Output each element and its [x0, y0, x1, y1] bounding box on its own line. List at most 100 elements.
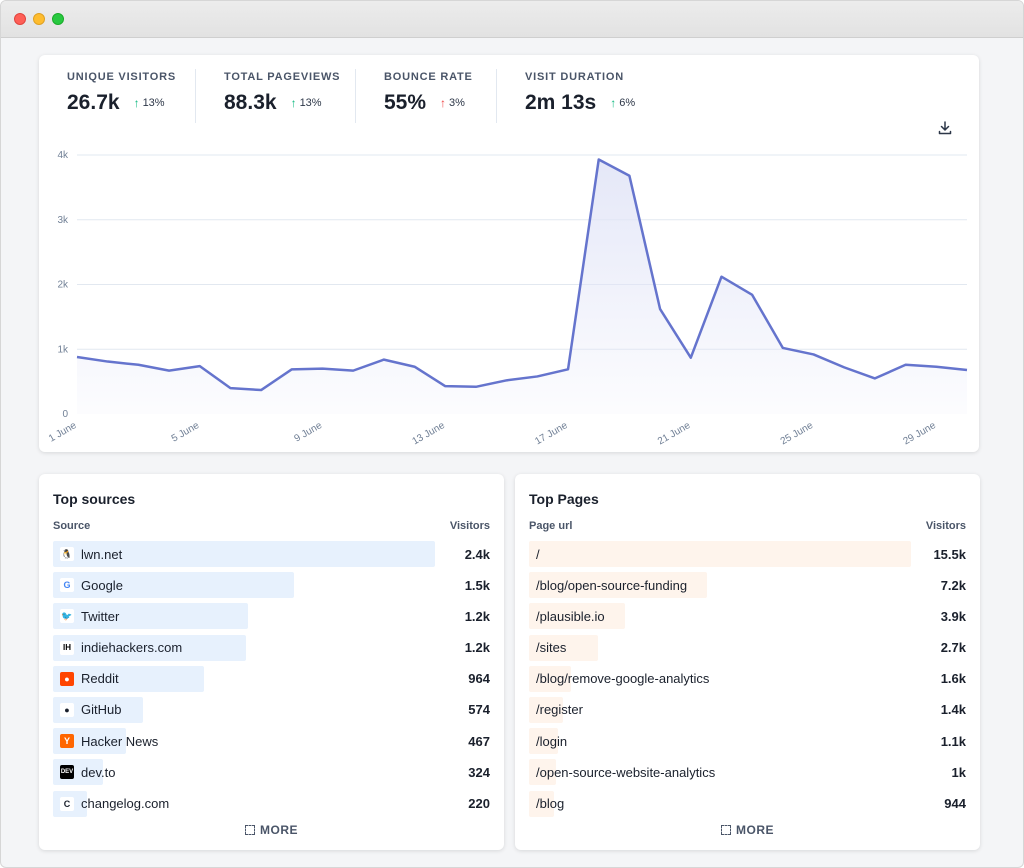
- data-point[interactable]: [626, 173, 632, 179]
- data-point[interactable]: [135, 362, 141, 368]
- list-item[interactable]: /open-source-website-analytics 1k: [529, 759, 966, 786]
- y-tick-label: 1k: [57, 344, 69, 355]
- data-point[interactable]: [350, 368, 356, 374]
- row-label-text: dev.to: [81, 764, 116, 780]
- row-bar: [53, 634, 246, 661]
- list-item[interactable]: /register 1.4k: [529, 696, 966, 723]
- data-point[interactable]: [933, 364, 939, 370]
- stat-change-value: 13%: [142, 97, 165, 109]
- data-point[interactable]: [289, 366, 295, 372]
- data-point[interactable]: [227, 385, 233, 391]
- list-item[interactable]: DEV dev.to 324: [53, 759, 490, 786]
- list-item[interactable]: Y Hacker News 467: [53, 728, 490, 755]
- data-point[interactable]: [780, 345, 786, 351]
- row-bar: [529, 696, 563, 723]
- data-point[interactable]: [442, 383, 448, 389]
- row-value: 1.2k: [464, 608, 490, 624]
- row-bar: [53, 665, 204, 692]
- data-point[interactable]: [688, 355, 694, 361]
- list-item[interactable]: IH indiehackers.com 1.2k: [53, 634, 490, 661]
- stat-bounce-rate[interactable]: BOUNCE RATE 55% ↑ 3%: [384, 71, 473, 123]
- data-point[interactable]: [166, 368, 172, 374]
- row-label: ● GitHub: [60, 697, 121, 723]
- more-sources-button[interactable]: MORE: [39, 823, 504, 837]
- stat-change: ↑ 13%: [134, 96, 165, 110]
- data-point[interactable]: [596, 157, 602, 163]
- data-point[interactable]: [749, 292, 755, 298]
- list-item[interactable]: /sites 2.7k: [529, 634, 966, 661]
- stat-label: UNIQUE VISITORS: [67, 71, 176, 83]
- main-stats-card: UNIQUE VISITORS 26.7k ↑ 13% TOTAL PAGEVI…: [39, 55, 979, 452]
- data-point[interactable]: [534, 373, 540, 379]
- list-item[interactable]: 🐧 lwn.net 2.4k: [53, 541, 490, 567]
- minimize-window-button[interactable]: [33, 13, 45, 25]
- series-line: [76, 158, 968, 392]
- row-label-text: indiehackers.com: [81, 640, 183, 656]
- row-value: 467: [468, 733, 490, 749]
- list-item[interactable]: /blog/open-source-funding 7.2k: [529, 572, 966, 599]
- stat-value: 26.7k: [67, 91, 120, 114]
- row-label: /sites: [536, 635, 566, 661]
- data-point[interactable]: [811, 351, 817, 357]
- stat-visit-duration[interactable]: VISIT DURATION 2m 13s ↑ 6%: [525, 71, 635, 123]
- row-value: 324: [468, 764, 490, 780]
- row-value: 1k: [951, 764, 966, 780]
- column-header-visitors: Visitors: [925, 520, 966, 532]
- data-point[interactable]: [657, 306, 663, 312]
- data-point[interactable]: [320, 366, 326, 372]
- row-label: G Google: [60, 572, 123, 598]
- stat-change: ↑ 13%: [291, 96, 322, 110]
- data-point[interactable]: [872, 375, 878, 381]
- column-header-source: Source: [53, 520, 91, 532]
- more-pages-button[interactable]: MORE: [515, 823, 980, 837]
- stat-total-pageviews[interactable]: TOTAL PAGEVIEWS 88.3k ↑ 13%: [224, 71, 340, 123]
- row-value: 1.5k: [464, 577, 490, 593]
- data-point[interactable]: [964, 367, 970, 373]
- list-item[interactable]: G Google 1.5k: [53, 572, 490, 599]
- close-window-button[interactable]: [14, 13, 26, 25]
- list-item[interactable]: / 15.5k: [529, 541, 966, 567]
- twitter-icon: 🐦: [60, 609, 74, 624]
- github-icon: ●: [60, 702, 74, 717]
- data-point[interactable]: [381, 357, 387, 363]
- data-point[interactable]: [841, 364, 847, 370]
- list-item[interactable]: /login 1.1k: [529, 728, 966, 755]
- visitors-chart[interactable]: 0 1k 2k 3k 4k 1 June 5 June 9 June 13 June 17 Jun…: [39, 135, 979, 452]
- row-label-text: /plausible.io: [536, 608, 605, 624]
- row-value: 1.2k: [464, 640, 490, 656]
- download-icon[interactable]: [938, 121, 952, 135]
- stat-unique-visitors[interactable]: UNIQUE VISITORS 26.7k ↑ 13%: [67, 71, 176, 123]
- arrow-up-icon: ↑: [440, 96, 447, 110]
- list-item[interactable]: /blog 944: [529, 790, 966, 817]
- stat-change-value: 3%: [449, 97, 465, 109]
- row-value: 574: [468, 702, 490, 718]
- row-label: DEV dev.to: [60, 759, 115, 785]
- sources-list: 🐧 lwn.net 2.4k G Google 1.5k 🐦 Twitter 1.2k IH ind…: [53, 541, 490, 822]
- column-header-visitors: Visitors: [449, 520, 490, 532]
- row-label-text: Twitter: [81, 608, 120, 624]
- list-item[interactable]: ● Reddit 964: [53, 665, 490, 692]
- column-header-page-url: Page url: [529, 520, 573, 532]
- row-label: /open-source-website-analytics: [536, 759, 715, 785]
- data-point[interactable]: [412, 364, 418, 370]
- data-point[interactable]: [565, 366, 571, 372]
- stat-divider: [355, 69, 356, 123]
- stat-change: ↑ 3%: [440, 96, 465, 110]
- data-point[interactable]: [74, 354, 80, 360]
- list-item[interactable]: 🐦 Twitter 1.2k: [53, 603, 490, 630]
- data-point[interactable]: [718, 274, 724, 280]
- list-item[interactable]: /blog/remove-google-analytics 1.6k: [529, 665, 966, 692]
- list-item[interactable]: /plausible.io 3.9k: [529, 603, 966, 630]
- row-label: /plausible.io: [536, 603, 605, 629]
- data-point[interactable]: [105, 359, 111, 365]
- data-point[interactable]: [258, 387, 264, 393]
- row-label-text: /sites: [536, 640, 567, 656]
- data-point[interactable]: [504, 377, 510, 383]
- list-item[interactable]: ● GitHub 574: [53, 696, 490, 723]
- data-point[interactable]: [197, 363, 203, 369]
- maximize-window-button[interactable]: [52, 13, 64, 25]
- row-label: IH indiehackers.com: [60, 635, 182, 661]
- data-point[interactable]: [473, 384, 479, 390]
- data-point[interactable]: [903, 362, 909, 368]
